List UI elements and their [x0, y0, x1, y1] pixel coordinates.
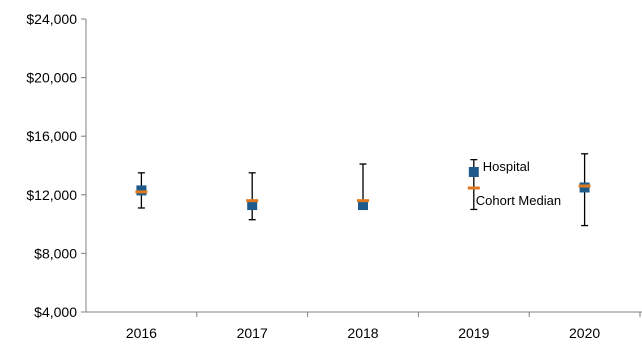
- x-tick-label: 2017: [237, 325, 268, 341]
- x-tick-label: 2016: [126, 325, 157, 341]
- hospital-marker: [358, 200, 368, 211]
- y-tick-label: $24,000: [26, 11, 77, 27]
- y-tick-label: $8,000: [34, 245, 77, 261]
- legend-median-label: Cohort Median: [476, 193, 561, 208]
- y-tick-label: $16,000: [26, 128, 77, 144]
- legend-hospital-marker: [468, 167, 479, 177]
- y-tick-label: $4,000: [34, 304, 77, 320]
- data-markers: [135, 182, 591, 211]
- x-tick-label: 2018: [347, 325, 378, 341]
- legend: Hospital Cohort Median: [467, 158, 561, 211]
- x-axis: 2016 2017 2018 2019 2020: [86, 311, 642, 341]
- y-tick-label: $12,000: [26, 187, 77, 203]
- hospital-marker: [247, 200, 258, 211]
- y-tick-label: $20,000: [26, 70, 77, 86]
- y-axis: $4,000 $8,000 $12,000 $16,000 $20,000 $24,000: [26, 11, 87, 320]
- x-tick-label: 2019: [458, 325, 489, 341]
- legend-hospital-label: Hospital: [483, 159, 530, 174]
- x-tick-label: 2020: [569, 325, 600, 341]
